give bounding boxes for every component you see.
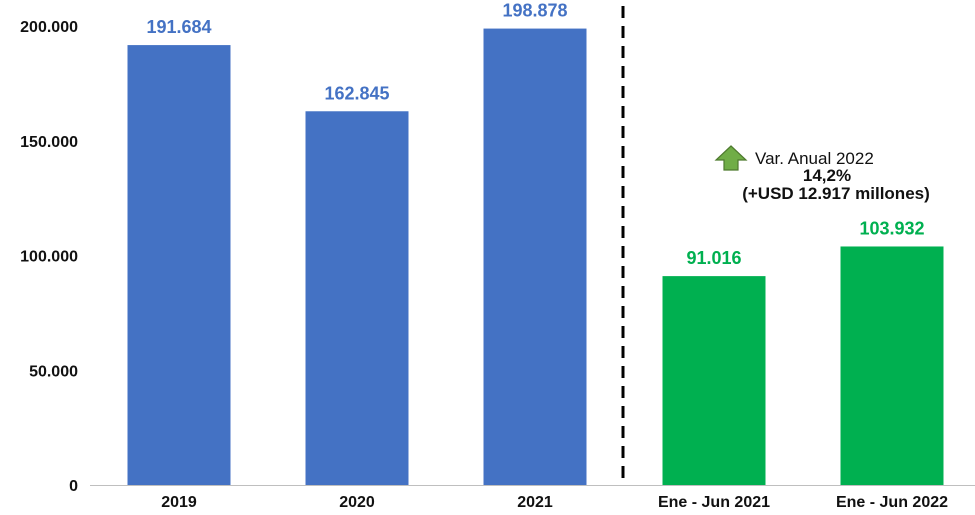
- x-tick-label: 2021: [517, 494, 553, 511]
- y-tick-label: 150.000: [20, 134, 78, 151]
- x-tick-label: 2019: [161, 494, 197, 511]
- bar: [662, 276, 766, 485]
- data-label: 191.684: [146, 17, 211, 37]
- x-tick-label: Ene - Jun 2022: [836, 494, 948, 511]
- annual-variation-annotation: Var. Anual 2022 14,2% (+USD 12.917 millo…: [714, 145, 930, 203]
- bar: [483, 28, 587, 486]
- x-tick-label: Ene - Jun 2021: [658, 494, 770, 511]
- bar: [127, 45, 231, 486]
- y-tick-label: 50.000: [29, 363, 78, 380]
- annotation-line-2: 14,2%: [803, 166, 851, 185]
- y-tick-label: 100.000: [20, 249, 78, 266]
- annotation-line-3: (+USD 12.917 millones): [742, 184, 930, 203]
- data-label: 103.932: [859, 218, 924, 238]
- data-label: 91.016: [686, 248, 741, 268]
- annotation-line-1: Var. Anual 2022: [755, 149, 874, 168]
- bars: [127, 28, 944, 486]
- bar: [840, 246, 944, 485]
- x-axis-labels: 2019 2020 2021 Ene - Jun 2021 Ene - Jun 2022: [161, 494, 948, 511]
- y-tick-label: 0: [69, 478, 78, 495]
- bar: [305, 111, 409, 485]
- data-labels: 191.684 162.845 198.878 91.016 103.932: [146, 1, 924, 269]
- y-axis-ticks: 0 50.000 100.000 150.000 200.000: [20, 19, 78, 495]
- data-label: 162.845: [324, 83, 389, 103]
- x-tick-label: 2020: [339, 494, 375, 511]
- up-arrow-icon: [714, 145, 748, 171]
- data-label: 198.878: [502, 1, 567, 21]
- y-tick-label: 200.000: [20, 19, 78, 36]
